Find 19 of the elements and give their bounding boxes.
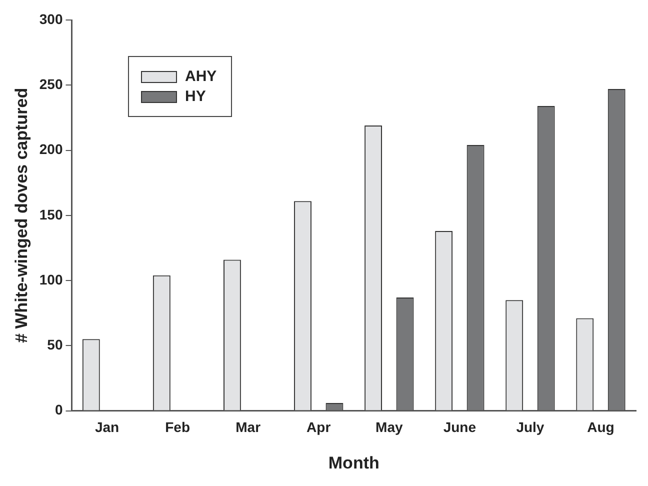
y-tick-label: 250 (39, 76, 63, 92)
y-tick-label: 0 (54, 402, 63, 418)
y-tick-label: 150 (39, 206, 63, 222)
y-tick-label: 300 (39, 10, 63, 27)
legend-label: AHY (185, 68, 217, 85)
x-tick-label: Aug (587, 419, 614, 436)
legend-label: HY (185, 88, 206, 105)
x-tick-label: Apr (306, 419, 332, 436)
y-tick-label: 200 (39, 141, 63, 158)
y-axis-title: # White-winged doves captured (12, 88, 31, 343)
x-tick-label: Jan (94, 419, 120, 436)
x-tick-label: July (516, 419, 544, 436)
x-tick-label: June (443, 419, 476, 436)
x-tick-label: Mar (236, 419, 262, 436)
x-axis-title: Month (328, 453, 380, 472)
x-tick-label: May (376, 419, 403, 436)
x-tick-label: Feb (165, 419, 190, 436)
y-tick-label: 100 (39, 271, 63, 288)
y-tick-label: 50 (47, 336, 63, 353)
